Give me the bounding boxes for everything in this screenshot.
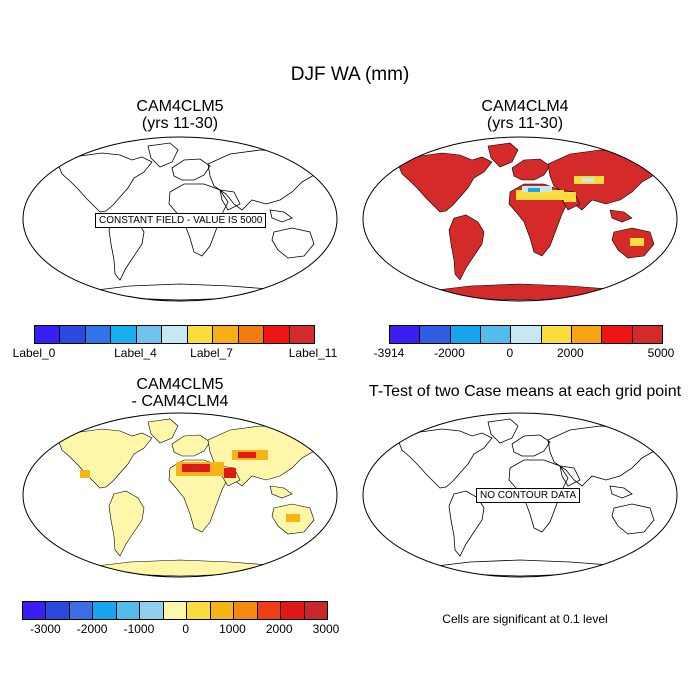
panel3-australia-cell bbox=[286, 514, 300, 522]
panel4-no-data-note: NO CONTOUR DATA bbox=[476, 488, 581, 503]
colorbar-box bbox=[602, 326, 633, 343]
colorbar-box bbox=[238, 326, 265, 343]
colorbar-tick-label: 0 bbox=[182, 622, 190, 636]
panel1-colorbar bbox=[34, 325, 315, 344]
panel3-map bbox=[22, 412, 338, 578]
colorbar-box bbox=[111, 326, 137, 343]
colorbar-tick-label: -1000 bbox=[123, 622, 155, 636]
colorbar-box bbox=[162, 326, 188, 343]
panel1-title-line2: (yrs 11-30) bbox=[141, 115, 219, 132]
colorbar-box bbox=[93, 602, 117, 619]
panel2-arabia-cell bbox=[564, 192, 576, 202]
panel1-title-line1: CAM4CLM5 bbox=[136, 98, 224, 115]
panel3-title-line1: CAM4CLM5 bbox=[136, 376, 224, 393]
colorbar-box bbox=[289, 326, 314, 343]
colorbar-box bbox=[632, 326, 662, 343]
colorbar-box bbox=[420, 326, 451, 343]
colorbar-box bbox=[60, 326, 86, 343]
colorbar-tick-label: Label_11 bbox=[288, 346, 338, 360]
colorbar-box bbox=[116, 602, 141, 619]
colorbar-tick-label: 5000 bbox=[647, 346, 675, 360]
significance-note: Cells are significant at 0.1 level bbox=[442, 612, 608, 626]
colorbar-tick-label: 0 bbox=[506, 346, 514, 360]
colorbar-tick-label: Label_4 bbox=[114, 346, 157, 360]
panel3-high-region bbox=[80, 450, 300, 522]
panel2-colorbar bbox=[389, 325, 663, 344]
colorbar-box bbox=[264, 326, 290, 343]
panel2-australia-cell bbox=[630, 238, 644, 246]
colorbar-box bbox=[480, 326, 512, 343]
colorbar-box bbox=[304, 602, 328, 619]
colorbar-tick-label: 3000 bbox=[312, 622, 340, 636]
panel2-sahara-cell bbox=[528, 188, 540, 192]
colorbar-box bbox=[85, 326, 112, 343]
panel3-arabia-cell bbox=[224, 468, 236, 478]
panel4-map bbox=[362, 412, 678, 578]
colorbar-tick-label: 2000 bbox=[556, 346, 584, 360]
colorbar-box bbox=[163, 602, 188, 619]
colorbar-tick-label: -3000 bbox=[30, 622, 61, 636]
colorbar-box bbox=[234, 602, 258, 619]
colorbar-box bbox=[571, 326, 603, 343]
panel1-map bbox=[22, 136, 338, 302]
colorbar-tick-label: Label_7 bbox=[190, 346, 233, 360]
panel3-land-fill bbox=[57, 418, 325, 577]
panel2-dry-region bbox=[516, 176, 644, 246]
panel2-map bbox=[362, 136, 678, 302]
panel2-title-line2: (yrs 11-30) bbox=[486, 115, 564, 132]
panel4-map-border bbox=[362, 412, 678, 578]
colorbar-box bbox=[511, 326, 542, 343]
panel2-title: CAM4CLM4 (yrs 11-30) bbox=[360, 98, 690, 132]
colorbar-box bbox=[140, 602, 164, 619]
panel3-sahara-cell bbox=[190, 466, 200, 470]
panel2-land-fill bbox=[397, 142, 665, 301]
colorbar-box bbox=[187, 326, 214, 343]
colorbar-tick-label: -2000 bbox=[434, 346, 465, 360]
colorbar-box bbox=[257, 602, 282, 619]
colorbar-tick-label: Label_0 bbox=[12, 346, 56, 360]
panel1-title: CAM4CLM5 (yrs 11-30) bbox=[20, 98, 340, 132]
colorbar-box bbox=[390, 326, 421, 343]
panel3-namerica-cell bbox=[80, 470, 90, 478]
colorbar-tick-label: -3914 bbox=[373, 346, 405, 360]
figure-title: DJF WA (mm) bbox=[290, 64, 410, 85]
panel3-asia-cell bbox=[238, 452, 256, 458]
colorbar-tick-label: 2000 bbox=[265, 622, 293, 636]
colorbar-tick-label: 1000 bbox=[219, 622, 246, 636]
panel1-map-border bbox=[22, 136, 338, 302]
colorbar-box bbox=[210, 602, 235, 619]
colorbar-box bbox=[46, 602, 70, 619]
panel2-map-border bbox=[362, 136, 678, 302]
panel2-sahara-cell bbox=[516, 190, 564, 200]
colorbar-box bbox=[541, 326, 572, 343]
panel1-constant-note: CONSTANT FIELD - VALUE IS 5000 bbox=[95, 213, 267, 228]
colorbar-box bbox=[213, 326, 239, 343]
colorbar-box bbox=[35, 326, 61, 343]
colorbar-box bbox=[187, 602, 211, 619]
panel4-title: T-Test of two Case means at each grid po… bbox=[368, 383, 682, 400]
panel3-title: CAM4CLM5 - CAM4CLM4 bbox=[20, 376, 340, 410]
panel3-title-line2: - CAM4CLM4 bbox=[131, 393, 229, 410]
colorbar-tick-label: -2000 bbox=[76, 622, 108, 636]
colorbar-box bbox=[69, 602, 94, 619]
colorbar-box bbox=[23, 602, 47, 619]
colorbar-box bbox=[450, 326, 481, 343]
colorbar-box bbox=[136, 326, 163, 343]
panel3-colorbar bbox=[22, 601, 328, 620]
panel2-asia-cell bbox=[582, 178, 594, 182]
colorbar-box bbox=[281, 602, 305, 619]
panel3-map-border bbox=[22, 412, 338, 578]
panel2-title-line1: CAM4CLM4 bbox=[481, 98, 569, 115]
